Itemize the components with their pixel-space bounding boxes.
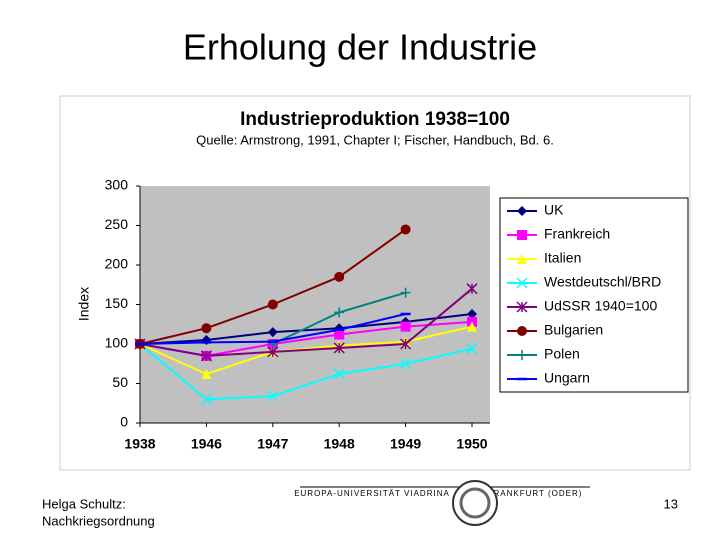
marker	[400, 224, 411, 235]
marker	[267, 327, 278, 338]
legend-label: UK	[544, 202, 564, 218]
series-line	[139, 325, 473, 376]
logo-left: EUROPA-UNIVERSITÄT VIADRINA	[294, 489, 450, 498]
y-tick-label: 150	[105, 295, 129, 311]
series-line	[139, 343, 473, 401]
footer-subject: Nachkriegsordnung	[42, 513, 155, 528]
marker	[517, 350, 527, 360]
y-tick-label: 0	[120, 414, 128, 430]
plot-area	[140, 186, 490, 423]
marker	[516, 277, 528, 289]
marker	[267, 390, 279, 402]
marker	[516, 301, 528, 313]
x-tick-label: 1948	[324, 436, 355, 452]
logo-seal-inner	[459, 487, 491, 519]
x-tick-label: 1950	[456, 436, 487, 452]
legend-box	[499, 197, 689, 393]
legend-label: Bulgarien	[544, 322, 603, 338]
chart-subtitle: Quelle: Armstrong, 1991, Chapter I; Fisc…	[196, 132, 554, 147]
marker	[517, 326, 527, 336]
marker	[333, 368, 345, 380]
marker	[517, 230, 527, 240]
marker	[334, 329, 345, 340]
marker	[466, 343, 478, 355]
x-tick-label: 1938	[124, 436, 155, 452]
legend-label: Westdeutschl/BRD	[544, 274, 661, 290]
marker	[517, 254, 527, 264]
page-number: 13	[664, 496, 678, 511]
legend-label: Italien	[544, 250, 581, 266]
y-tick-label: 200	[105, 256, 129, 272]
marker	[334, 307, 345, 318]
legend-label: UdSSR 1940=100	[544, 298, 657, 314]
y-tick-label: 250	[105, 216, 129, 232]
series-line	[139, 312, 473, 345]
marker	[200, 393, 212, 405]
marker	[267, 299, 278, 310]
y-axis-label: Index	[76, 287, 92, 321]
x-tick-label: 1947	[257, 436, 288, 452]
marker	[517, 206, 527, 216]
series-line	[139, 287, 473, 357]
y-tick-label: 100	[105, 335, 129, 351]
legend-label: Ungarn	[544, 370, 590, 386]
chart-title: Industrieproduktion 1938=100	[240, 109, 510, 130]
y-tick-label: 50	[112, 374, 128, 390]
legend-label: Frankreich	[544, 226, 610, 242]
y-tick-label: 300	[105, 177, 129, 193]
marker	[400, 358, 412, 370]
marker	[467, 308, 477, 319]
legend-label: Polen	[544, 346, 580, 362]
x-tick-label: 1946	[191, 436, 222, 452]
marker	[201, 369, 212, 380]
marker	[201, 323, 212, 334]
marker	[200, 350, 212, 362]
logo-right: FRANKFURT (ODER)	[488, 489, 583, 498]
marker	[400, 338, 412, 350]
marker	[400, 287, 411, 298]
logo-seal	[452, 480, 498, 526]
marker	[334, 271, 345, 282]
footer-author: Helga Schultz:	[42, 496, 126, 511]
slide-title: Erholung der Industrie	[183, 27, 537, 68]
marker	[466, 283, 478, 295]
x-tick-label: 1949	[390, 436, 421, 452]
marker	[400, 321, 411, 332]
marker	[333, 342, 345, 354]
marker	[467, 321, 477, 332]
